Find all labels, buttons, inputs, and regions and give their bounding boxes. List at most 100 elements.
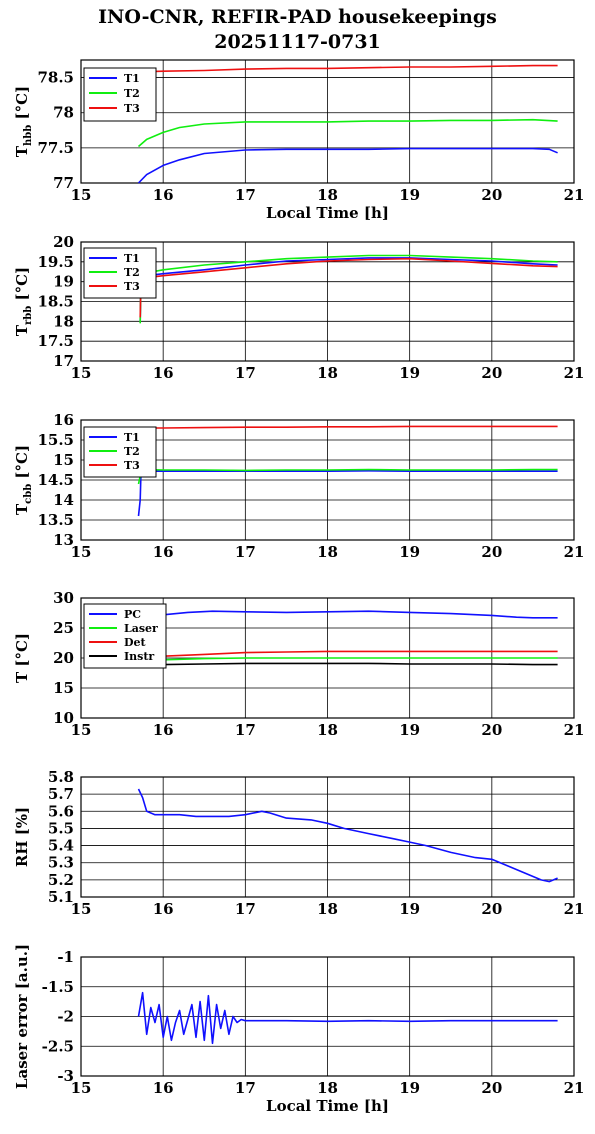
x-axis-label: Local Time [h]	[266, 1097, 389, 1115]
y-tick-label: 77	[53, 174, 74, 192]
x-tick-label: 17	[235, 186, 256, 204]
x-tick-label: 21	[564, 186, 585, 204]
x-tick-label: 19	[399, 900, 420, 918]
figure-title: INO-CNR, REFIR-PAD housekeepings	[98, 6, 497, 28]
y-tick-label: -1	[57, 948, 74, 966]
legend-label: T3	[124, 102, 140, 115]
x-tick-label: 17	[235, 1079, 256, 1097]
x-tick-label: 16	[153, 543, 174, 561]
y-tick-label: 20	[53, 233, 74, 251]
y-label-main: T [°C]	[13, 633, 31, 683]
x-tick-label: 18	[317, 186, 338, 204]
series-line-det	[138, 650, 558, 660]
y-tick-label: 15	[53, 679, 74, 697]
x-tick-label: 20	[481, 543, 502, 561]
x-tick-label: 20	[481, 364, 502, 382]
legend-label: Det	[124, 636, 147, 649]
x-tick-label: 20	[481, 1079, 502, 1097]
x-tick-label: 20	[481, 186, 502, 204]
chart-panel-2: 15 16 17 18 19 20 211717.51818.51919.520T1T2T3…	[13, 233, 584, 382]
series-line-data	[137, 991, 558, 1045]
series-line-data	[137, 788, 558, 883]
legend-label: T2	[124, 445, 140, 458]
legend-label: T2	[124, 266, 140, 279]
y-tick-label: 5.4	[48, 837, 74, 855]
x-tick-label: 15	[71, 721, 92, 739]
y-tick-label: 17	[53, 352, 74, 370]
x-tick-label: 16	[153, 900, 174, 918]
y-tick-label: 10	[53, 709, 74, 727]
legend-label: Instr	[124, 650, 154, 663]
y-tick-label: 13.5	[37, 511, 74, 529]
y-label-main: Laser error [a.u.]	[13, 944, 31, 1089]
y-label-subscript: cbb	[23, 484, 34, 504]
y-tick-label: -2.5	[42, 1037, 74, 1055]
legend-label: T3	[124, 280, 140, 293]
legend-box	[83, 67, 157, 122]
x-tick-label: 21	[564, 721, 585, 739]
y-tick-label: 5.8	[48, 768, 74, 786]
x-tick-label: 18	[317, 1079, 338, 1097]
x-tick-label: 15	[71, 543, 92, 561]
y-tick-label: 16	[53, 411, 74, 429]
y-axis-label: Laser error [a.u.]	[13, 944, 31, 1089]
legend-label: T1	[124, 252, 140, 265]
y-tick-label: 78.5	[37, 69, 74, 87]
x-tick-label: 18	[317, 900, 338, 918]
series-line-t2	[137, 118, 558, 148]
y-label-unit: [°C]	[13, 445, 31, 484]
x-tick-label: 18	[317, 364, 338, 382]
y-axis-label: T [°C]	[13, 633, 31, 683]
legend: T1 T2 T3	[83, 67, 157, 122]
x-tick-label: 15	[71, 186, 92, 204]
x-tick-label: 19	[399, 186, 420, 204]
chart-panel-1: 15 16 17 18 19 20 21 77 77.5 78 78.5 T1 T2 T3 Thbb [°C…	[13, 59, 585, 222]
legend-label: T1	[124, 72, 140, 85]
x-tick-label: 16	[153, 364, 174, 382]
y-tick-label: 14	[53, 491, 74, 509]
legend-label: PC	[124, 608, 141, 621]
y-tick-label: -2	[57, 1008, 74, 1026]
y-tick-label: 5.6	[48, 802, 74, 820]
y-tick-label: 18	[53, 312, 74, 330]
series-line-t3	[139, 257, 558, 318]
y-label-subscript: hbb	[23, 125, 34, 146]
y-tick-label: 5.2	[48, 871, 74, 889]
y-tick-label: 14.5	[37, 471, 74, 489]
x-tick-label: 21	[564, 900, 585, 918]
y-tick-label: 20	[53, 649, 74, 667]
x-tick-label: 18	[317, 721, 338, 739]
y-axis-label: RH [%]	[13, 807, 31, 867]
legend-label: Laser	[124, 622, 158, 635]
y-tick-label: 5.1	[48, 888, 74, 906]
series-line-t1	[139, 257, 558, 322]
y-tick-label: -3	[57, 1067, 74, 1085]
series-line-instr	[138, 662, 558, 667]
x-tick-label: 21	[564, 364, 585, 382]
x-tick-label: 17	[235, 900, 256, 918]
y-tick-label: 15	[53, 451, 74, 469]
y-axis-label: Trbb [°C]	[13, 267, 34, 336]
y-tick-label: 77.5	[37, 139, 74, 157]
y-tick-label: 78	[53, 104, 74, 122]
y-label-unit: [°C]	[13, 267, 31, 306]
x-tick-label: 19	[399, 543, 420, 561]
series-line-t3	[138, 425, 558, 429]
y-label-main: T	[13, 324, 31, 336]
y-tick-label: 17.5	[37, 332, 74, 350]
legend-label: T2	[124, 87, 140, 100]
x-tick-label: 20	[481, 721, 502, 739]
series-line-t1	[137, 147, 558, 184]
chart-panel-5: 15 16 17 18 19 20 21 5.15.25.35.45.55.65.75.8 RH…	[13, 768, 584, 918]
series-line-t3	[138, 64, 558, 73]
x-tick-label: 17	[235, 721, 256, 739]
y-tick-label: 19	[53, 273, 74, 291]
x-tick-label: 16	[153, 721, 174, 739]
x-tick-label: 21	[564, 1079, 585, 1097]
y-tick-label: 30	[53, 589, 74, 607]
